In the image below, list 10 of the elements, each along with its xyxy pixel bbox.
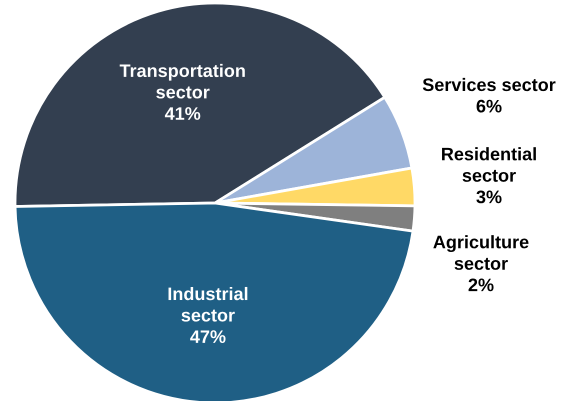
data-label: 6%: [476, 100, 502, 113]
data-label: 47%: [190, 330, 226, 344]
data-label: 41%: [164, 107, 200, 120]
data-label: 2%: [468, 278, 494, 292]
data-label: 3%: [476, 190, 502, 204]
slice-label: Transportation sector: [120, 64, 245, 99]
slice-label: Residential sector: [442, 147, 536, 182]
slice-label: Services sector: [422, 78, 556, 92]
slice-label: Industrial sector: [168, 286, 248, 322]
slice-label: Agriculture sector: [433, 235, 529, 270]
